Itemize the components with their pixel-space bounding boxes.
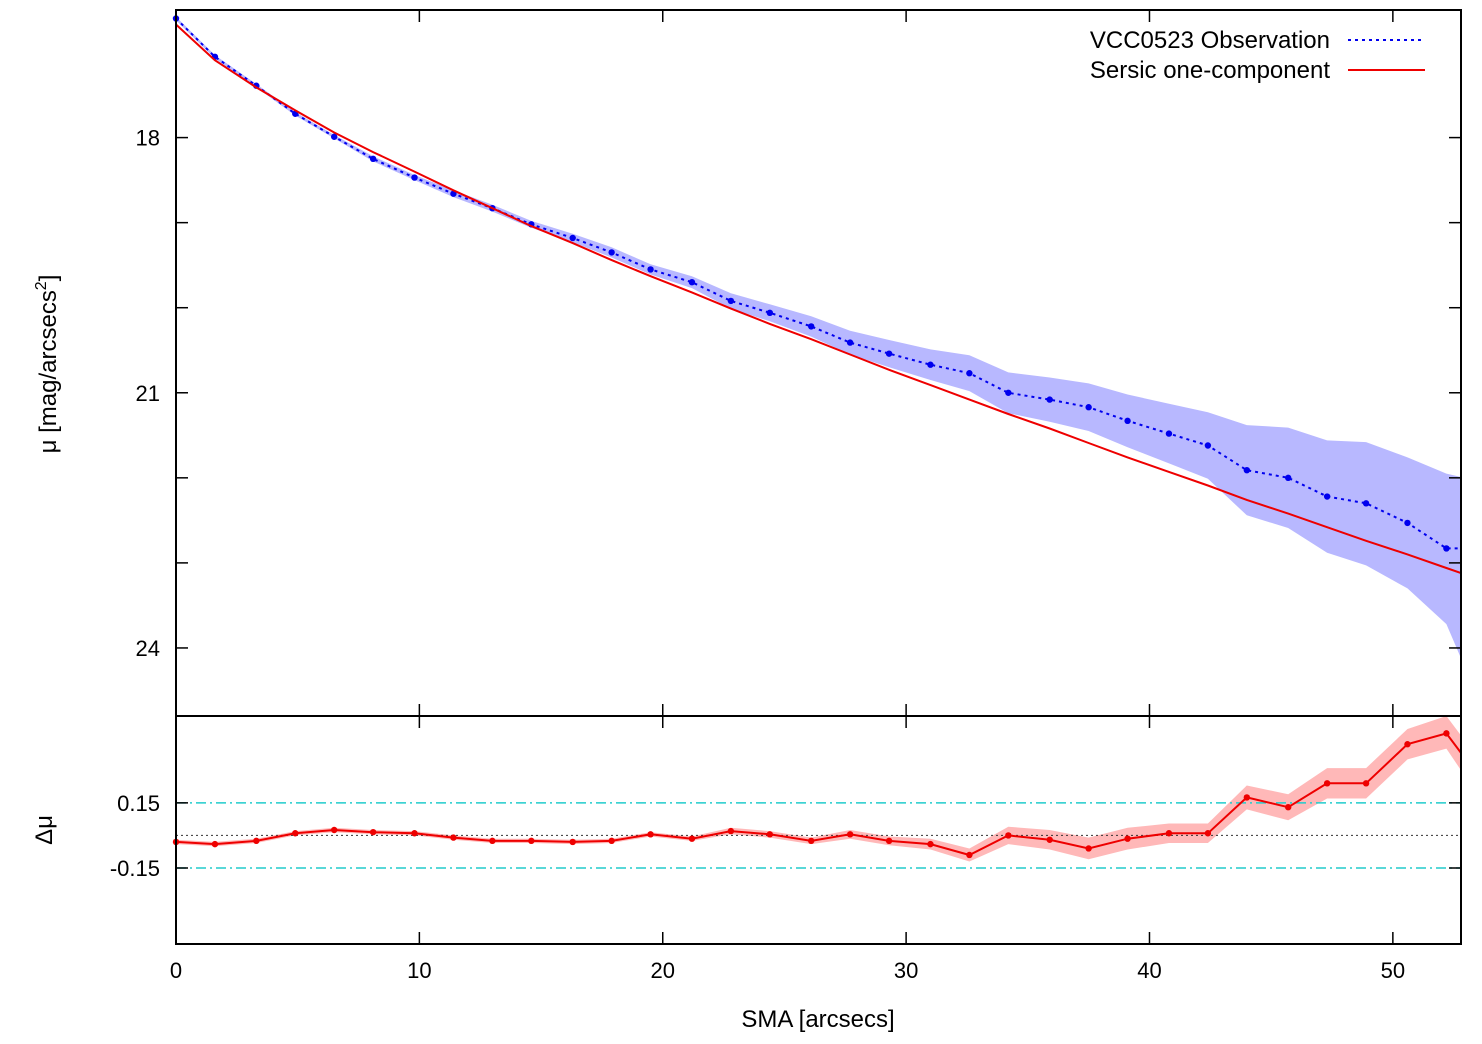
observation-point [1362, 500, 1370, 507]
y-axis-label-text: μ [mag/arcsecs [35, 290, 62, 453]
y-axis-label-surface-brightness: μ [mag/arcsecs2] [33, 275, 62, 454]
residual-point [1005, 832, 1012, 839]
residual-point [846, 831, 854, 838]
residual-point [766, 831, 774, 838]
y-axis-label-residual: Δμ [31, 815, 58, 845]
residual-point [569, 838, 576, 846]
legend-label-sersic: Sersic one-component [1090, 57, 1330, 84]
residual-panel: 0.15 -0.15 0 10 20 30 40 50 [110, 715, 1462, 983]
observation-point [369, 155, 377, 163]
sersic-fit-line [175, 23, 1462, 575]
y-tick-label: 24 [136, 636, 160, 661]
residual-point [608, 837, 615, 845]
profile-panel: 18 21 24 [136, 9, 1462, 717]
residual-point [1046, 836, 1053, 843]
residual-point [489, 837, 496, 845]
observation-point [1124, 417, 1131, 425]
residual-point [1243, 794, 1251, 801]
residual-point [966, 851, 973, 859]
y-tick-label: -0.15 [110, 856, 160, 881]
residual-point [1085, 845, 1092, 852]
residual-point [1285, 804, 1292, 811]
observation-point [1285, 474, 1292, 482]
x-tick-label: 50 [1381, 958, 1405, 983]
observation-point [1243, 466, 1251, 474]
residual-point [1404, 741, 1411, 748]
x-axis-label: SMA [arcsecs] [741, 1006, 894, 1033]
observation-point [608, 249, 615, 256]
observation-point [569, 234, 576, 242]
legend-label-observation: VCC0523 Observation [1090, 27, 1330, 54]
y-tick-label: 0.15 [117, 791, 160, 816]
residual-point [647, 831, 654, 838]
x-tick-label: 20 [651, 958, 675, 983]
y-tick-label: 21 [136, 381, 160, 406]
legend: VCC0523 Observation Sersic one-component [1090, 27, 1425, 84]
residual-point [330, 826, 338, 834]
residual-point [1165, 830, 1173, 837]
residual-point [807, 837, 815, 845]
residual-line [175, 732, 1462, 857]
residual-point [927, 840, 934, 848]
observation-point [1165, 430, 1173, 437]
observation-point [647, 266, 654, 273]
y-axis-label-close: ] [35, 275, 62, 282]
observation-point [1085, 404, 1092, 411]
residual-point [528, 837, 535, 845]
observation-point [1323, 493, 1331, 500]
residual-point [1362, 780, 1370, 787]
observation-point [330, 133, 338, 140]
plot-frame [175, 9, 1462, 717]
y-axis-label-superscript: 2 [33, 281, 50, 290]
residual-point [253, 837, 260, 845]
residual-frame [175, 715, 1462, 945]
observation-point [1046, 396, 1053, 403]
residual-point [1443, 730, 1450, 737]
observation-point [1443, 545, 1450, 552]
residual-point [411, 830, 418, 837]
observation-point [727, 297, 735, 305]
residual-point [450, 834, 457, 841]
observation-point [846, 339, 854, 346]
observation-point [1204, 442, 1212, 449]
observation-point [1404, 519, 1411, 527]
residual-point [1204, 830, 1212, 837]
observation-point [885, 350, 893, 357]
observation-point [766, 309, 774, 317]
residual-point [292, 830, 299, 837]
residual-point [1124, 835, 1131, 842]
x-tick-label: 40 [1137, 958, 1161, 983]
residual-point [369, 828, 377, 836]
x-tick-label: 30 [894, 958, 918, 983]
residual-point [727, 827, 735, 835]
x-tick-label: 0 [170, 958, 182, 983]
residual-point [688, 835, 696, 842]
residual-point [211, 840, 219, 848]
observation-point [688, 278, 696, 286]
observation-point [1005, 389, 1012, 396]
observation-point [927, 361, 934, 368]
y-tick-label: 18 [136, 126, 160, 151]
observation-point [807, 323, 815, 330]
x-tick-label: 10 [407, 958, 431, 983]
residual-point [885, 837, 893, 845]
observation-point [411, 174, 418, 181]
observation-error-band [176, 16, 1461, 659]
residual-point [1323, 780, 1331, 787]
observation-point [966, 370, 973, 377]
